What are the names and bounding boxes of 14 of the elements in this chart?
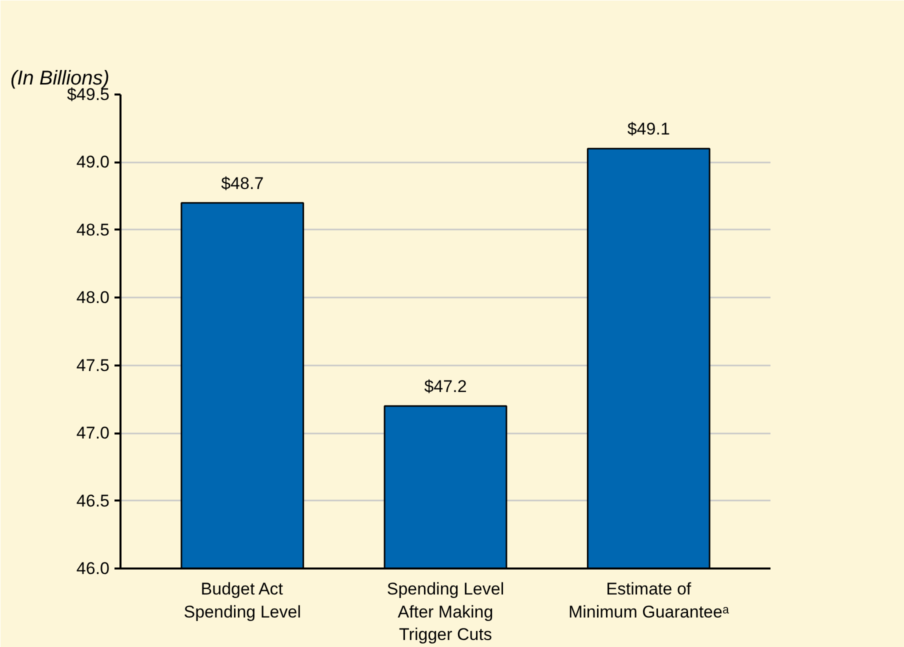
y-tick-label: 47.5 xyxy=(76,356,110,375)
chart-subtitle: (In Billions) xyxy=(10,68,110,90)
data-label: $49.1 xyxy=(627,120,670,139)
y-tick-label: 49.0 xyxy=(76,152,110,172)
y-tick-label: 47.0 xyxy=(76,424,110,443)
x-tick-label: Estimate of Minimum Guaranteeᵃ xyxy=(568,580,730,622)
x-tick-label: Spending Level After Making Trigger Cuts xyxy=(386,580,504,644)
data-label: $47.2 xyxy=(424,376,467,396)
y-tick-label: 46.5 xyxy=(76,491,110,510)
y-tick-label: 48.5 xyxy=(76,220,110,240)
x-tick-label: Budget Act Spending Level xyxy=(184,580,301,622)
y-tick-label: 48.0 xyxy=(76,288,110,308)
y-tick-label: 46.0 xyxy=(76,559,110,578)
data-label: $48.7 xyxy=(221,174,264,193)
